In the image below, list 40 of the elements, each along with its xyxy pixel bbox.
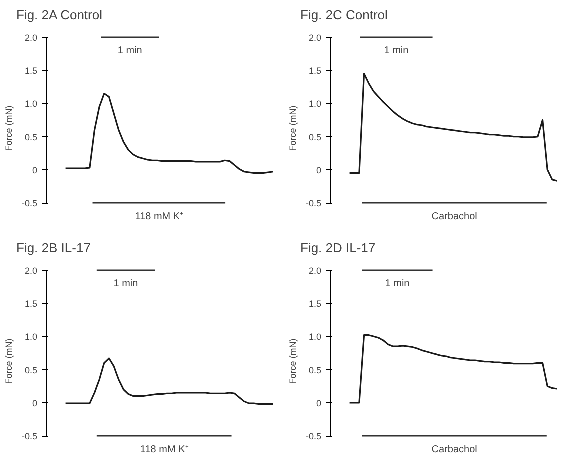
chart-title: Fig. 2A Control (16, 8, 102, 22)
y-tick-label: 1.0 (24, 332, 38, 342)
y-tick-label: 1.5 (24, 66, 38, 76)
text: 118 mM K⁺ (135, 211, 184, 222)
text: Carbachol (432, 211, 478, 222)
y-tick-label: 1.0 (308, 332, 322, 342)
y-tick-label: 1.5 (308, 66, 322, 76)
y-tick-label: 0.5 (308, 132, 322, 142)
y-tick-label: -0.5 (306, 432, 322, 442)
y-axis-title: Force (mN) (4, 338, 14, 384)
y-tick-label: 0 (316, 398, 322, 408)
chart-title: Fig. 2C Control (300, 8, 388, 22)
y-tick-label: 2.0 (308, 32, 322, 43)
y-tick-label: 0.5 (24, 132, 38, 142)
y-tick-label: 1.5 (308, 299, 322, 310)
y-tick-label: -0.5 (306, 198, 322, 209)
y-tick-label: 0 (316, 165, 322, 176)
y-tick-label: 2.0 (24, 266, 38, 276)
y-tick-label: -0.5 (22, 432, 38, 442)
annotation: 1 min (114, 278, 138, 290)
annotation: 1 min (118, 46, 142, 57)
chart-title: Fig. 2D IL-17 (300, 240, 376, 256)
y-tick-label: -0.5 (22, 198, 38, 209)
y-tick-label: 0.5 (24, 365, 38, 376)
text: 118 mM K⁺ (140, 444, 190, 456)
y-tick-label: 1.0 (308, 99, 322, 110)
y-tick-label: 0.5 (308, 365, 322, 376)
y-axis-title: Force (mN) (288, 338, 298, 384)
text: Carbachol (432, 444, 478, 456)
y-tick-label: 1.0 (24, 99, 38, 110)
y-tick-label: 0 (32, 398, 38, 408)
annotation: 1 min (385, 278, 410, 290)
y-tick-label: 1.5 (24, 299, 38, 310)
y-tick-label: 2.0 (308, 266, 322, 276)
y-axis-title: Force (mN) (4, 106, 14, 152)
chart-title: Fig. 2B IL-17 (16, 240, 91, 256)
annotation: 1 min (384, 46, 409, 57)
y-tick-label: 2.0 (24, 32, 38, 43)
y-tick-label: 0 (32, 165, 38, 176)
y-axis-title: Force (mN) (288, 106, 298, 152)
